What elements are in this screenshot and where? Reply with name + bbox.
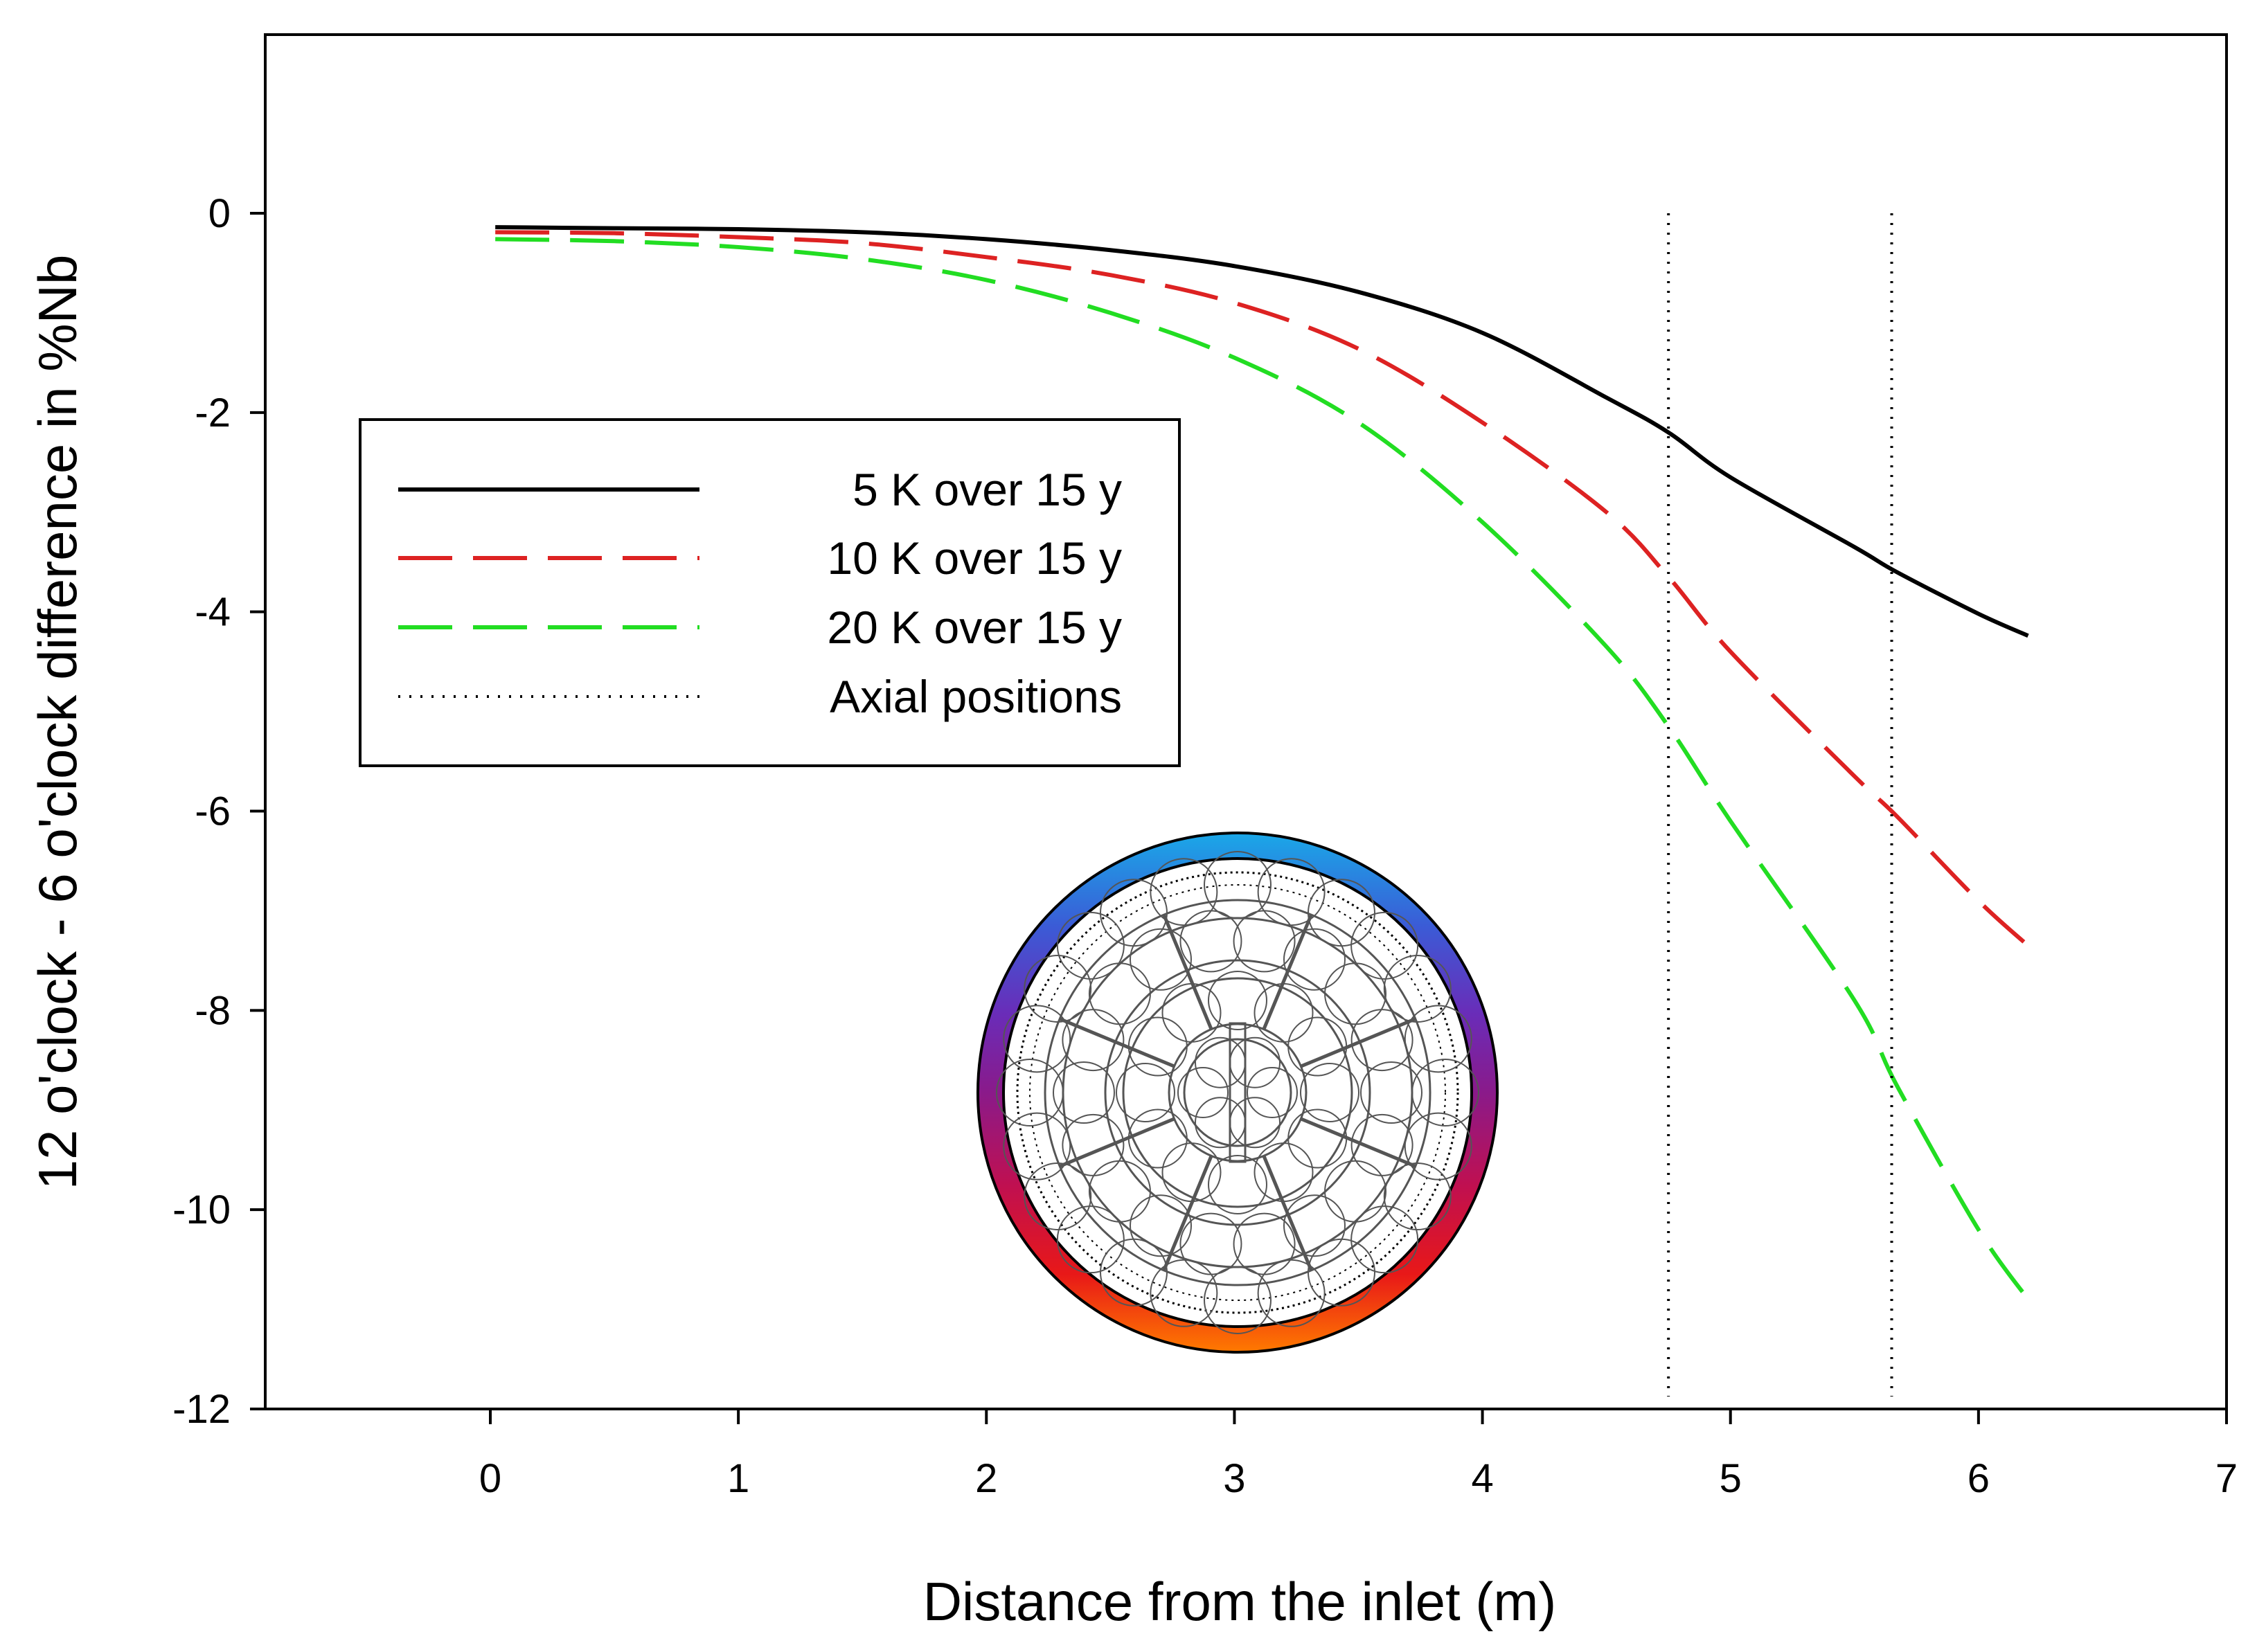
- y-tick-label: -6: [195, 789, 231, 834]
- inset-spoke: [1301, 1017, 1416, 1068]
- y-tick-label: -2: [195, 390, 231, 436]
- inset-bundle-ring: [1044, 899, 1431, 1286]
- y-tick-label: -8: [195, 988, 231, 1033]
- x-tick-label: 5: [1720, 1456, 1742, 1501]
- inset-spoke: [1262, 914, 1313, 1030]
- x-tick-label: 7: [2215, 1456, 2238, 1501]
- series-line-0: [495, 225, 2029, 638]
- inset-spoke: [1162, 1156, 1213, 1271]
- legend-box: [359, 418, 1181, 767]
- inset-element: [1088, 962, 1151, 1025]
- series-lines: [495, 213, 2030, 1397]
- inset-element: [1411, 1059, 1479, 1126]
- inset-dotted-circle-inner: [1029, 884, 1446, 1301]
- inset-element: [1130, 1194, 1192, 1257]
- x-tick-label: 4: [1471, 1456, 1493, 1501]
- inset-element: [1208, 971, 1267, 1030]
- x-axis-ticks: 0 1 2 3 4 5 6 7: [479, 1409, 2238, 1501]
- x-axis-title: Distance from the inlet (m): [923, 1571, 1557, 1632]
- y-tick-label: 0: [208, 191, 231, 236]
- legend-label-20k: 20 K over 15 y: [827, 602, 1122, 653]
- inset-element: [996, 1059, 1064, 1126]
- inset-element: [1116, 1063, 1175, 1122]
- x-tick-label: 1: [727, 1456, 749, 1501]
- series-line-1: [495, 230, 2030, 948]
- inset-element: [1053, 1061, 1115, 1124]
- inset-dotted-circle: [1016, 871, 1459, 1314]
- inset-element: [1404, 1112, 1472, 1180]
- inset-element: [1257, 858, 1326, 926]
- legend-label-5k: 5 K over 15 y: [853, 464, 1122, 515]
- inset-element: [1024, 955, 1092, 1023]
- y-tick-label: -4: [195, 590, 231, 635]
- inset-bundle-ring: [1104, 959, 1371, 1226]
- inset-element: [1130, 928, 1192, 991]
- inset-element: [1150, 858, 1218, 926]
- x-tick-label: 2: [975, 1456, 997, 1501]
- y-axis-ticks: 0 -2 -4 -6 -8 -10 -12: [172, 191, 265, 1432]
- inset-element: [1257, 1259, 1326, 1327]
- inset-element: [1179, 910, 1242, 973]
- inset-element: [1383, 1162, 1452, 1230]
- inset-element: [1350, 1205, 1419, 1274]
- y-tick-label: -12: [172, 1387, 231, 1432]
- inset-spoke: [1162, 914, 1213, 1030]
- x-tick-label: 6: [1968, 1456, 1990, 1501]
- inset-element: [1003, 1112, 1071, 1180]
- inset-spoke: [1059, 1017, 1175, 1068]
- inset-element: [1247, 1067, 1298, 1118]
- inset-spoke: [1301, 1117, 1416, 1168]
- inset-element: [1204, 1266, 1272, 1334]
- inset-element: [1383, 955, 1452, 1023]
- inset-element: [1233, 910, 1296, 973]
- inset-element: [1404, 1005, 1472, 1073]
- inset-element: [1300, 1063, 1359, 1122]
- inset-bundle-ring: [1183, 1038, 1292, 1147]
- inset-element: [1056, 1205, 1125, 1274]
- inset-element: [1204, 851, 1272, 919]
- inset-element: [1179, 1212, 1242, 1275]
- legend: 5 K over 15 y 10 K over 15 y 20 K over 1…: [359, 418, 1181, 767]
- inset-element: [1350, 1009, 1413, 1072]
- inset-element: [1350, 911, 1419, 980]
- inset-spoke: [1059, 1117, 1175, 1168]
- inset-element: [1283, 1194, 1346, 1257]
- legend-label-10k: 10 K over 15 y: [827, 532, 1122, 584]
- y-tick-label: -10: [172, 1187, 231, 1232]
- inset-element: [1324, 1160, 1387, 1223]
- inset-element: [1056, 911, 1125, 980]
- x-tick-label: 3: [1223, 1456, 1245, 1501]
- legend-label-axial: Axial positions: [830, 671, 1122, 722]
- series-line-2: [495, 237, 2030, 1301]
- x-tick-label: 0: [479, 1456, 501, 1501]
- y-axis-title: 12 o'clock - 6 o'clock difference in %Nb: [27, 255, 88, 1190]
- inset-element: [1233, 1212, 1296, 1275]
- inset-center-bar: [1229, 1022, 1247, 1163]
- inset-bundle-ring: [1122, 977, 1353, 1208]
- inset-element: [1360, 1061, 1422, 1124]
- inset-element: [1208, 1155, 1267, 1214]
- inset-element: [1283, 928, 1346, 991]
- inset-spoke: [1262, 1156, 1313, 1271]
- inset-element: [1177, 1067, 1229, 1118]
- inset-element: [1024, 1162, 1092, 1230]
- inset-element: [1150, 1259, 1218, 1327]
- plot-frame: [264, 33, 2228, 1410]
- channel-cross-section-inset: [976, 832, 1499, 1354]
- inset-inner-disc: [1002, 857, 1473, 1328]
- inset-element: [1003, 1005, 1071, 1073]
- inset-element: [1062, 1113, 1125, 1176]
